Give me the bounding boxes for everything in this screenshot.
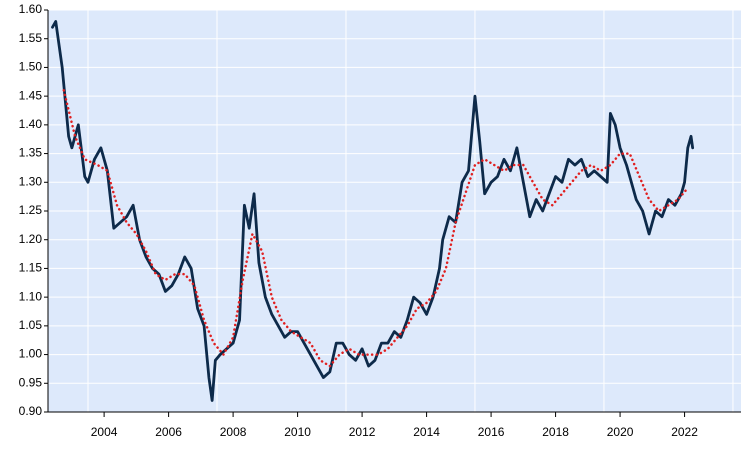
y-tick-label: 1.15	[19, 261, 43, 275]
y-tick-label: 0.95	[19, 375, 43, 389]
y-tick-label: 1.30	[19, 174, 43, 188]
x-tick-label: 2008	[220, 425, 247, 439]
y-tick-label: 1.40	[19, 117, 43, 131]
y-tick-label: 1.45	[19, 88, 43, 102]
y-tick-label: 1.60	[19, 2, 43, 16]
series-line	[51, 20, 695, 402]
y-tick-label: 1.10	[19, 289, 43, 303]
x-tick-label: 2010	[284, 425, 311, 439]
y-tick-label: 1.05	[19, 318, 43, 332]
y-tick-label: 1.55	[19, 31, 43, 45]
x-tick-label: 2014	[413, 425, 440, 439]
x-tick-label: 2020	[607, 425, 634, 439]
x-tick-label: 2018	[542, 425, 569, 439]
x-tick-label: 2012	[349, 425, 376, 439]
x-tick-label: 2016	[478, 425, 505, 439]
x-tick-label: 2022	[671, 425, 698, 439]
y-tick-label: 1.25	[19, 203, 43, 217]
y-tick-label: 0.90	[19, 404, 43, 418]
y-tick-label: 1.50	[19, 60, 43, 74]
y-tick-label: 1.00	[19, 347, 43, 361]
x-tick-label: 2004	[91, 425, 118, 439]
y-tick-label: 1.20	[19, 232, 43, 246]
x-tick-label: 2006	[155, 425, 182, 439]
y-tick-label: 1.35	[19, 146, 43, 160]
